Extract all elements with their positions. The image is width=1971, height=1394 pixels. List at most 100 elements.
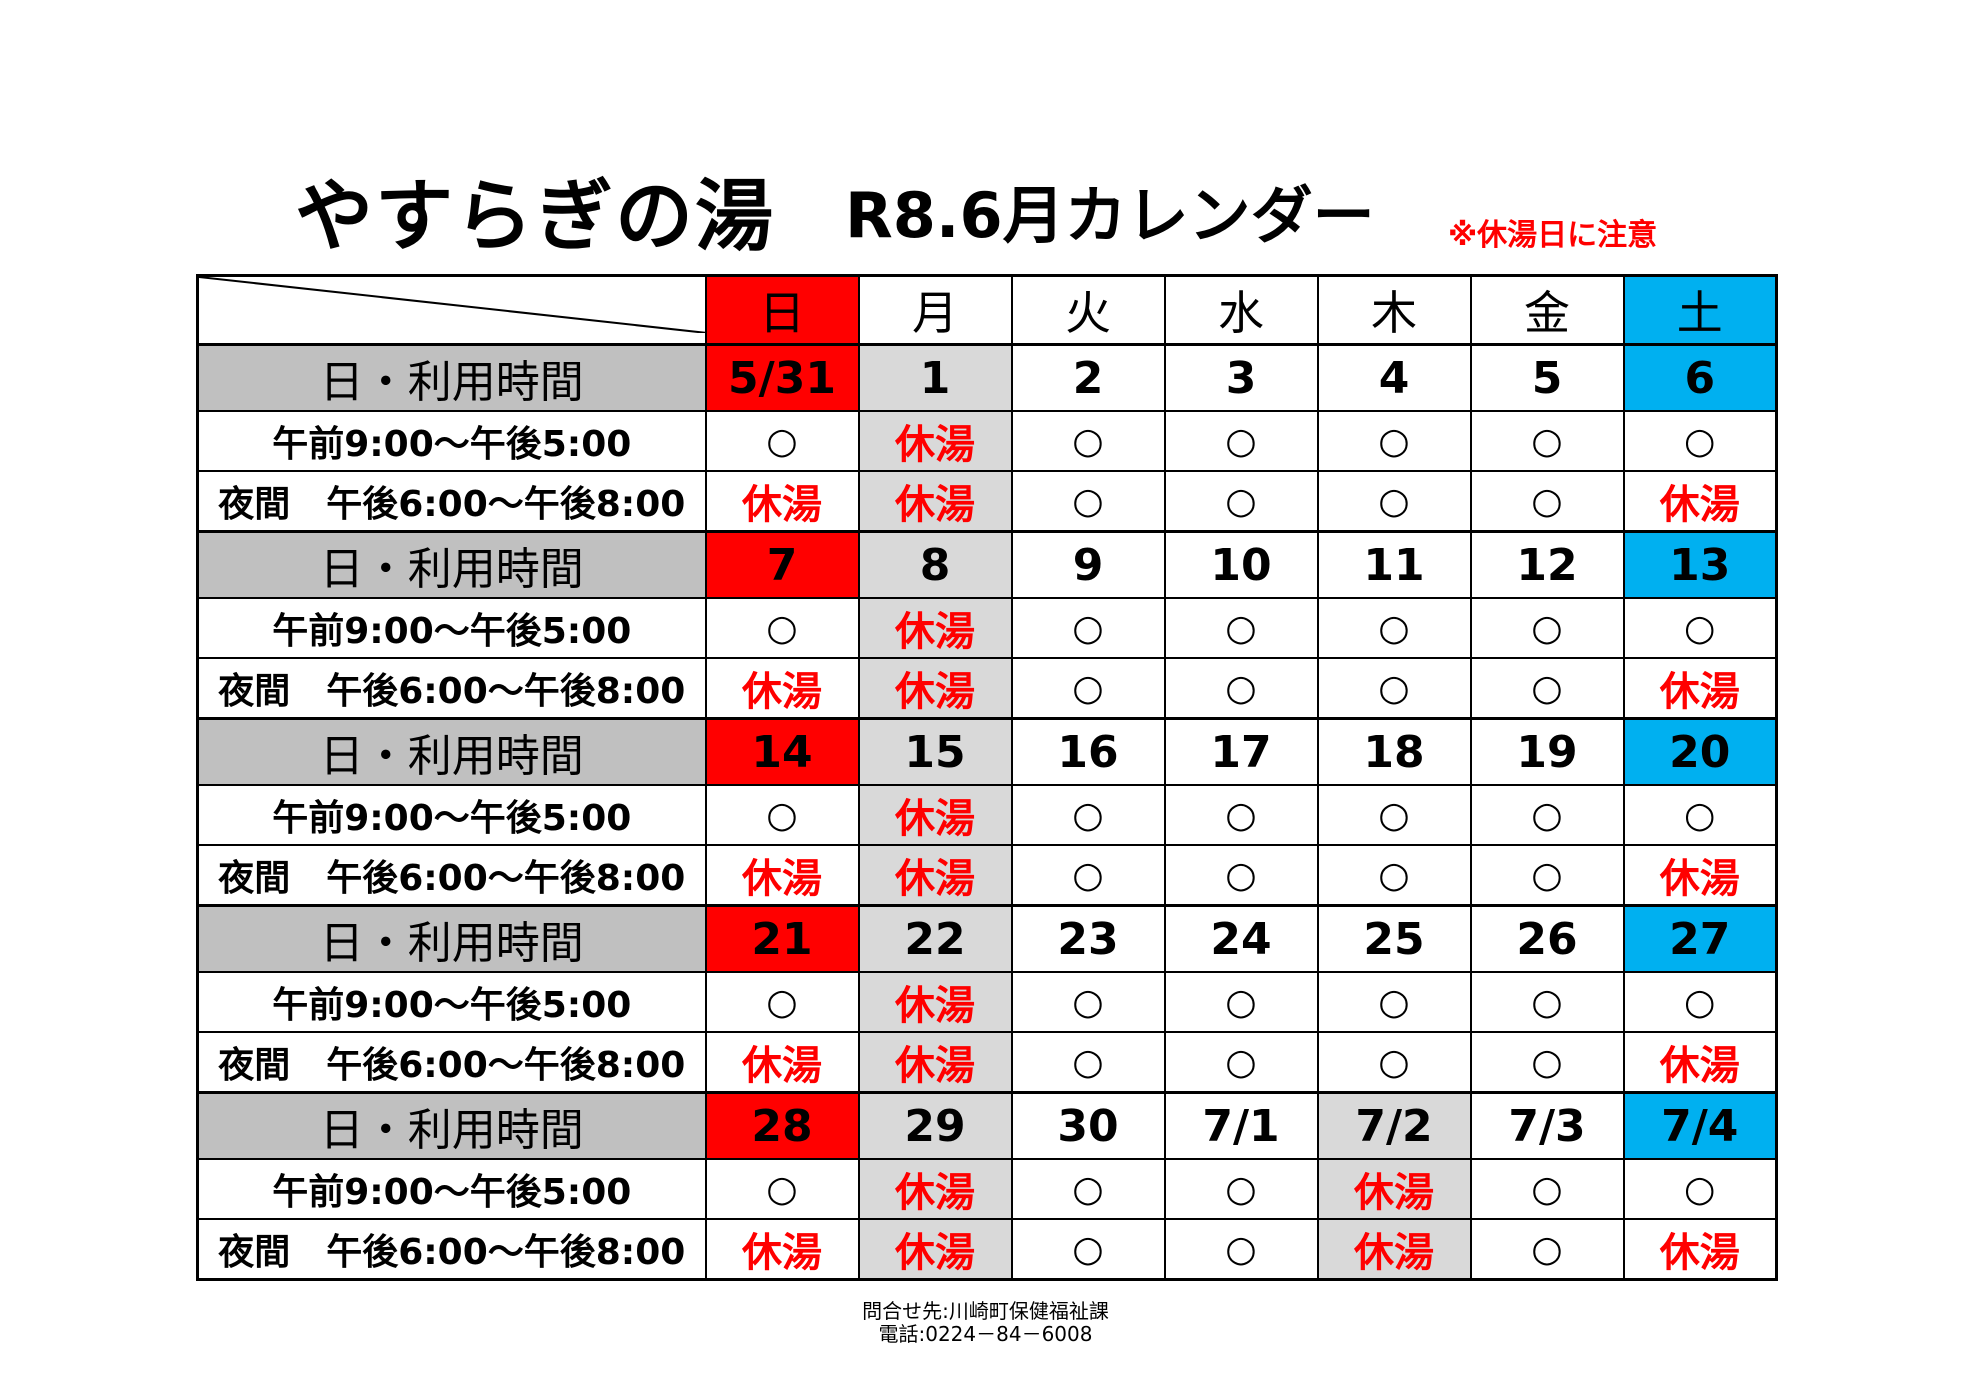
time-slot-label: 夜間 午後6:00～午後8:00	[196, 1218, 707, 1281]
time-slot-label: 夜間 午後6:00～午後8:00	[196, 844, 707, 907]
date-cell: 28	[704, 1091, 860, 1160]
night-row: 夜間 午後6:00～午後8:00 休湯 休湯 ○ ○ 休湯 ○ 休湯	[196, 1218, 1778, 1281]
night-row: 夜間 午後6:00～午後8:00 休湯 休湯 ○ ○ ○ ○ 休湯	[196, 844, 1778, 907]
date-cell: 26	[1469, 904, 1625, 973]
closed-status: 休湯	[1316, 1218, 1472, 1281]
open-status: ○	[1469, 784, 1625, 846]
open-status: ○	[1010, 784, 1166, 846]
open-status: ○	[1163, 1218, 1319, 1281]
row-label: 日・利用時間	[196, 530, 707, 599]
open-status: ○	[1469, 657, 1625, 720]
diagonal-line	[199, 277, 704, 333]
week-date-row: 日・利用時間 5/31 1 2 3 4 5 6	[196, 343, 1778, 412]
corner-cell	[196, 274, 707, 346]
daytime-row: 午前9:00～午後5:00 ○ 休湯 ○ ○ 休湯 ○ ○	[196, 1158, 1778, 1220]
week-date-row: 日・利用時間 14 15 16 17 18 19 20	[196, 717, 1778, 786]
week-date-row: 日・利用時間 28 29 30 7/1 7/2 7/3 7/4	[196, 1091, 1778, 1160]
closed-status: 休湯	[857, 410, 1013, 472]
date-cell: 19	[1469, 717, 1625, 786]
open-status: ○	[1622, 410, 1778, 472]
open-status: ○	[1316, 657, 1472, 720]
date-cell: 24	[1163, 904, 1319, 973]
date-cell: 1	[857, 343, 1013, 412]
time-slot-label: 午前9:00～午後5:00	[196, 971, 707, 1033]
closed-status: 休湯	[704, 1218, 860, 1281]
open-status: ○	[1163, 971, 1319, 1033]
date-cell: 12	[1469, 530, 1625, 599]
weekday-tue: 火	[1010, 274, 1166, 346]
open-status: ○	[1469, 410, 1625, 472]
closed-status: 休湯	[704, 844, 860, 907]
date-cell: 7/1	[1163, 1091, 1319, 1160]
row-label: 日・利用時間	[196, 343, 707, 412]
week-date-row: 日・利用時間 21 22 23 24 25 26 27	[196, 904, 1778, 973]
date-cell: 16	[1010, 717, 1166, 786]
open-status: ○	[1316, 1031, 1472, 1094]
open-status: ○	[1316, 470, 1472, 533]
night-row: 夜間 午後6:00～午後8:00 休湯 休湯 ○ ○ ○ ○ 休湯	[196, 470, 1778, 533]
time-slot-label: 夜間 午後6:00～午後8:00	[196, 1031, 707, 1094]
open-status: ○	[704, 410, 860, 472]
row-label: 日・利用時間	[196, 717, 707, 786]
footer: 問合せ先:川崎町保健福祉課 電話:0224－84－6008	[0, 1300, 1971, 1346]
date-cell: 30	[1010, 1091, 1166, 1160]
open-status: ○	[1469, 844, 1625, 907]
open-status: ○	[1622, 1158, 1778, 1220]
date-cell: 11	[1316, 530, 1472, 599]
weekday-sat: 土	[1622, 274, 1778, 346]
page-title: やすらぎの湯 R8.6月カレンダー	[295, 160, 1375, 262]
date-cell: 5/31	[704, 343, 860, 412]
row-label: 日・利用時間	[196, 904, 707, 973]
date-cell: 7/4	[1622, 1091, 1778, 1160]
open-status: ○	[1469, 470, 1625, 533]
date-cell: 27	[1622, 904, 1778, 973]
closed-status: 休湯	[857, 1031, 1013, 1094]
date-cell: 10	[1163, 530, 1319, 599]
night-row: 夜間 午後6:00～午後8:00 休湯 休湯 ○ ○ ○ ○ 休湯	[196, 657, 1778, 720]
daytime-row: 午前9:00～午後5:00 ○ 休湯 ○ ○ ○ ○ ○	[196, 597, 1778, 659]
open-status: ○	[704, 971, 860, 1033]
daytime-row: 午前9:00～午後5:00 ○ 休湯 ○ ○ ○ ○ ○	[196, 784, 1778, 846]
time-slot-label: 午前9:00～午後5:00	[196, 784, 707, 846]
date-cell: 14	[704, 717, 860, 786]
closed-status: 休湯	[857, 1218, 1013, 1281]
closed-status: 休湯	[857, 971, 1013, 1033]
date-cell: 8	[857, 530, 1013, 599]
open-status: ○	[1163, 657, 1319, 720]
date-cell: 2	[1010, 343, 1166, 412]
date-cell: 6	[1622, 343, 1778, 412]
open-status: ○	[1163, 1031, 1319, 1094]
weekday-fri: 金	[1469, 274, 1625, 346]
open-status: ○	[1163, 410, 1319, 472]
daytime-row: 午前9:00～午後5:00 ○ 休湯 ○ ○ ○ ○ ○	[196, 410, 1778, 472]
night-row: 夜間 午後6:00～午後8:00 休湯 休湯 ○ ○ ○ ○ 休湯	[196, 1031, 1778, 1094]
date-cell: 15	[857, 717, 1013, 786]
date-cell: 25	[1316, 904, 1472, 973]
open-status: ○	[1316, 844, 1472, 907]
open-status: ○	[1469, 1031, 1625, 1094]
calendar-subtitle: R8.6月カレンダー	[845, 179, 1375, 252]
facility-name: やすらぎの湯	[295, 172, 776, 262]
open-status: ○	[1316, 971, 1472, 1033]
open-status: ○	[704, 784, 860, 846]
open-status: ○	[1010, 657, 1166, 720]
weekday-header-row: 日 月 火 水 木 金 土	[196, 274, 1778, 346]
open-status: ○	[1316, 597, 1472, 659]
closed-status: 休湯	[1622, 470, 1778, 533]
weekday-wed: 水	[1163, 274, 1319, 346]
calendar-table: 日 月 火 水 木 金 土 日・利用時間 5/31 1 2 3 4 5 6 午前9:00～午後5…	[196, 274, 1778, 1281]
open-status: ○	[1163, 597, 1319, 659]
closed-status: 休湯	[857, 1158, 1013, 1220]
phone-number: 電話:0224－84－6008	[878, 1322, 1093, 1346]
date-cell: 21	[704, 904, 860, 973]
open-status: ○	[1010, 1031, 1166, 1094]
time-slot-label: 夜間 午後6:00～午後8:00	[196, 470, 707, 533]
date-cell: 23	[1010, 904, 1166, 973]
date-cell: 18	[1316, 717, 1472, 786]
open-status: ○	[1010, 844, 1166, 907]
date-cell: 22	[857, 904, 1013, 973]
daytime-row: 午前9:00～午後5:00 ○ 休湯 ○ ○ ○ ○ ○	[196, 971, 1778, 1033]
closed-status: 休湯	[857, 597, 1013, 659]
open-status: ○	[1163, 1158, 1319, 1220]
date-cell: 7	[704, 530, 860, 599]
